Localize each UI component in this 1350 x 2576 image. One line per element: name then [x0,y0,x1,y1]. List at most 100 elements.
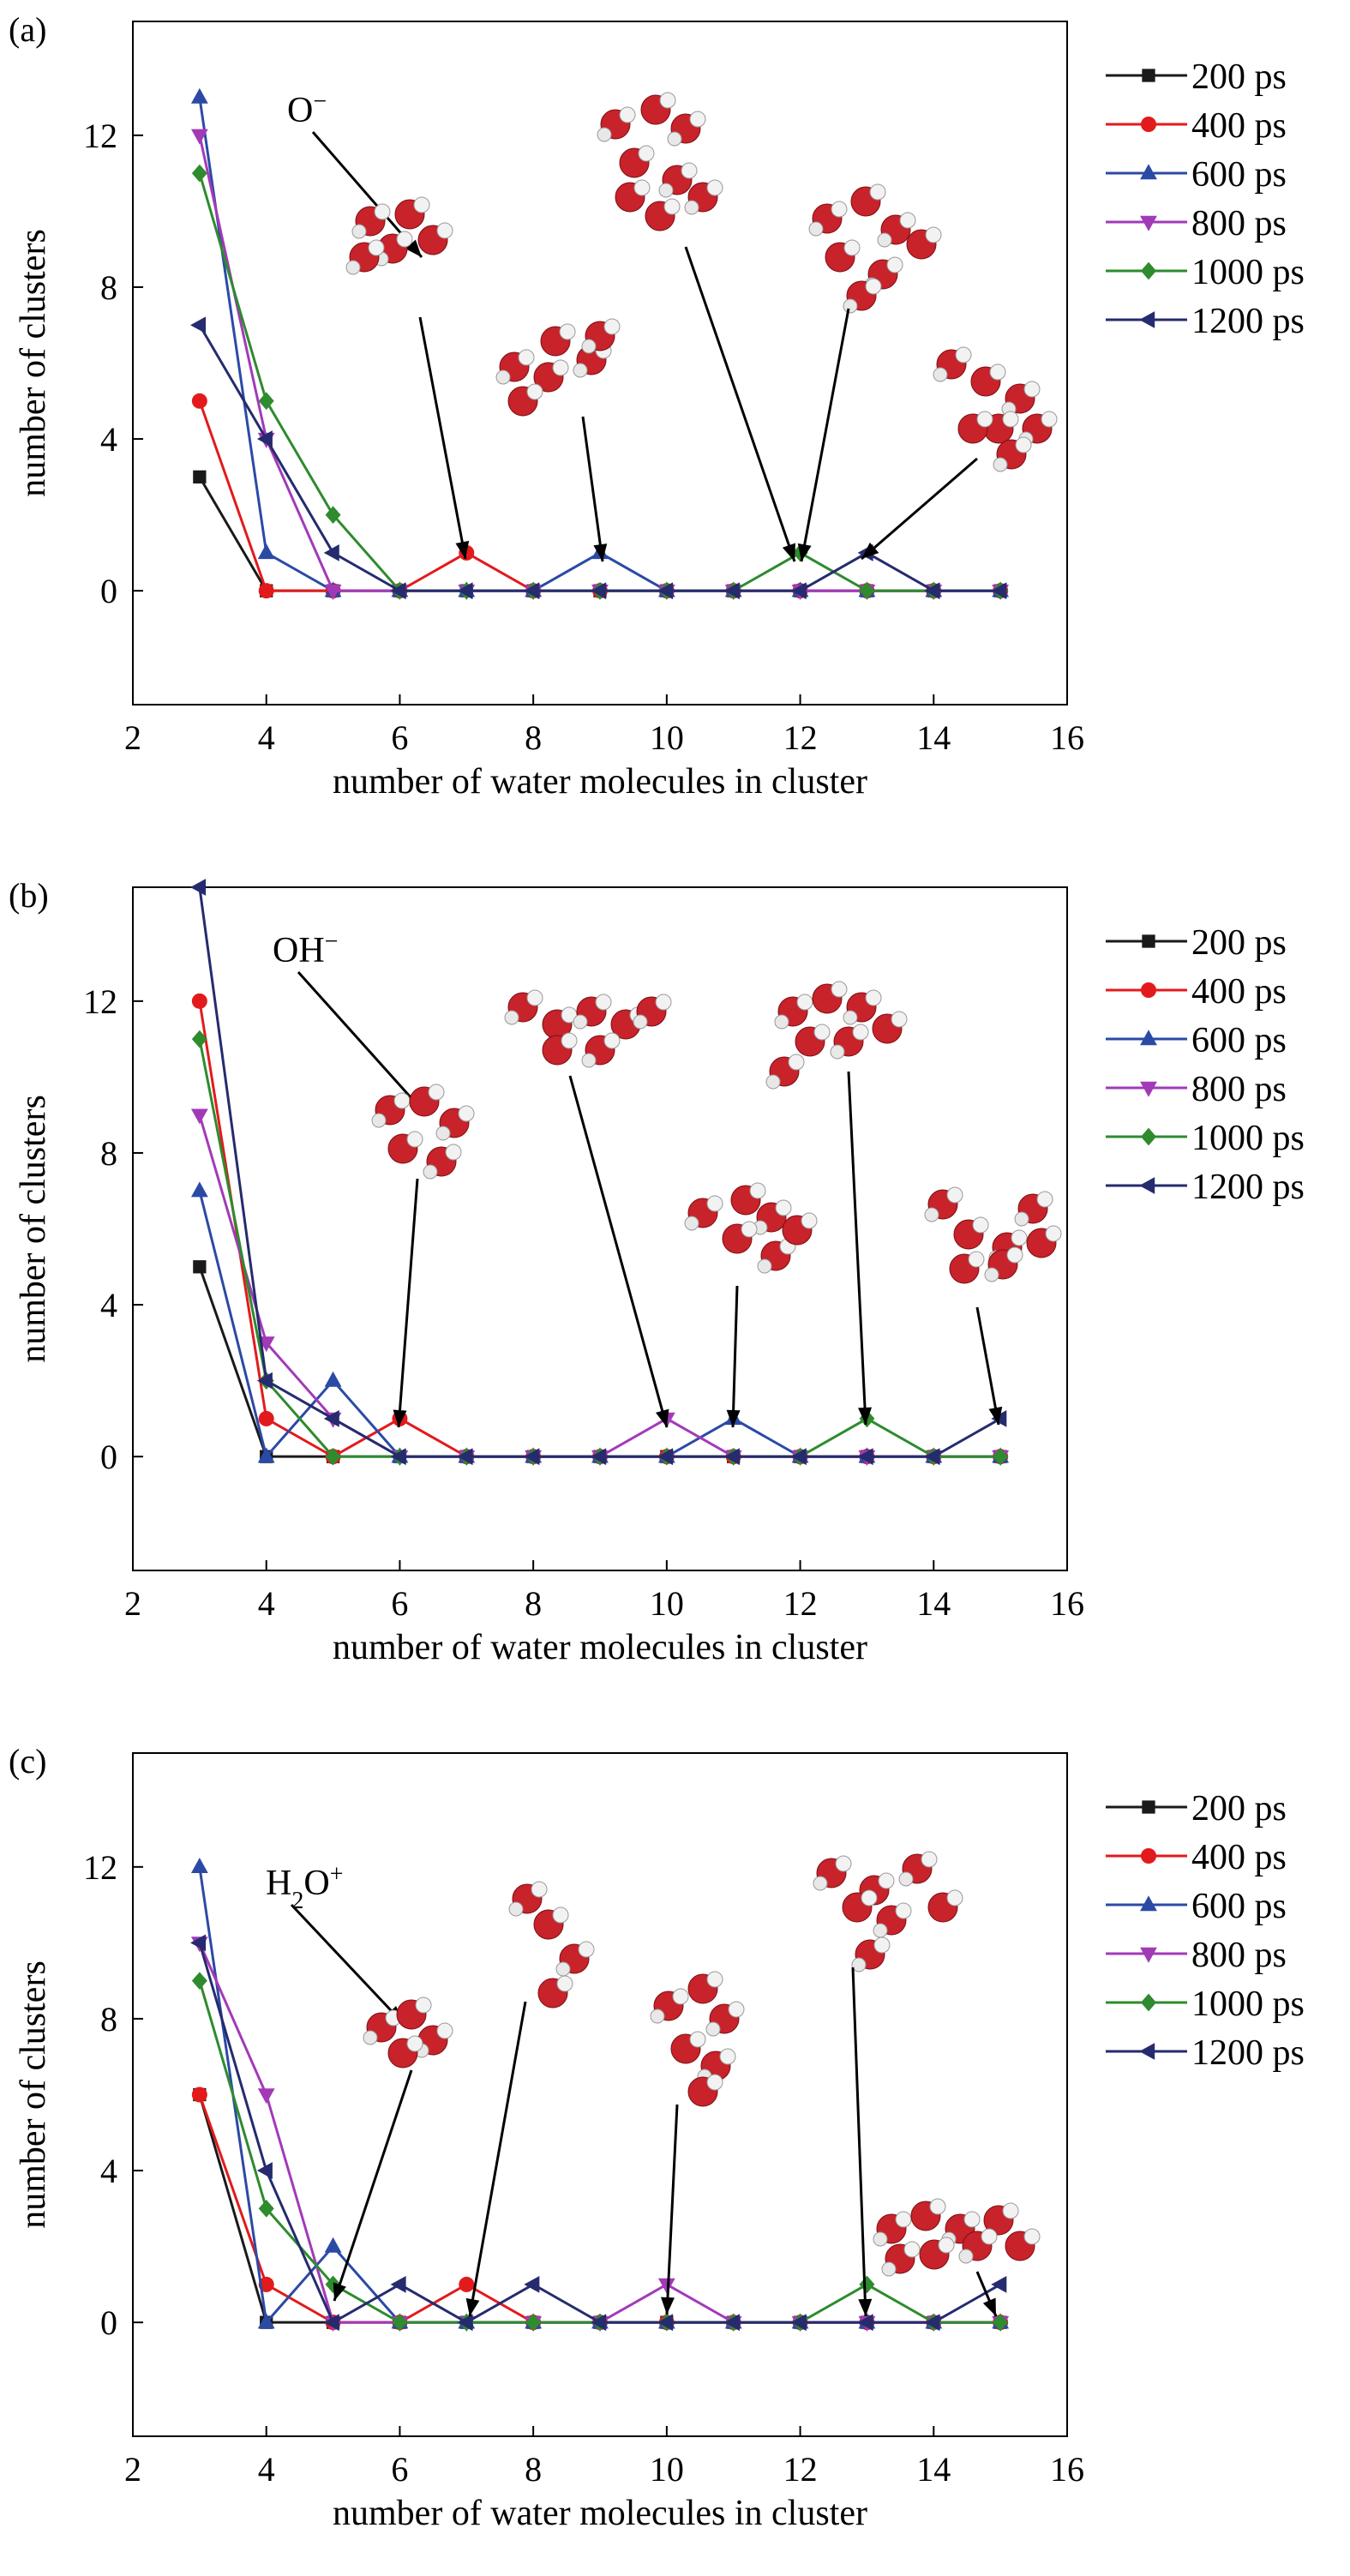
hydrogen-sphere [1014,1211,1029,1227]
hydrogen-sphere [504,1010,519,1025]
data-point [790,582,807,600]
hydrogen-sphere [831,981,848,998]
panel-b: (b) 2 4 6 8 10 12 14 16 0 4 8 12 number of water mole… [0,866,1350,1710]
x-tick-label: 16 [1050,1584,1084,1623]
annotation-arrow [684,246,796,562]
data-point [390,582,406,600]
hydrogen-sphere [895,1902,912,1919]
hydrogen-sphere [955,346,972,363]
legend-item: 1000 ps [1106,1119,1305,1158]
hydrogen-sphere [351,224,367,239]
hydrogen-sphere [925,226,942,243]
annotation-arrow [847,1071,873,1426]
data-point [457,2314,473,2332]
legend-item: 200 ps [1106,1789,1287,1828]
hydrogen-sphere [963,2211,981,2228]
hydrogen-sphere [526,383,543,400]
legend-label: 1200 ps [1191,1168,1305,1207]
legend-item: 800 ps [1106,204,1287,243]
water-cluster-image [345,196,453,275]
hydrogen-sphere [865,278,882,295]
series-line [198,1266,1001,1458]
data-point [524,1448,540,1466]
data-point [191,164,207,183]
hydrogen-sphere [655,994,672,1011]
x-tick-label: 4 [258,2450,275,2489]
water-cluster-image [363,1997,453,2069]
hydrogen-sphere [719,2048,736,2065]
hydrogen-sphere [1036,1191,1053,1208]
plot-frame [132,1752,1068,2437]
legend-marker [1141,117,1156,132]
hydrogen-sphere [638,145,655,162]
hydrogen-sphere [813,1024,831,1041]
data-point [993,1447,1009,1466]
y-tick-label: 12 [83,982,117,1021]
series-line [198,1114,1001,1458]
x-tick-label: 2 [124,2450,141,2489]
series-line [198,1980,1001,2324]
hydrogen-sphere [1041,411,1058,428]
legend-marker [1140,1081,1157,1097]
hydrogen-sphere [796,994,813,1011]
legend-item: 400 ps [1106,106,1287,146]
series-line [198,1000,1001,1458]
hydrogen-sphere [865,989,882,1006]
data-point [190,87,208,104]
legend: 200 ps 400 ps 600 ps 800 ps 1000 ps 1200 ps [1106,1789,1305,2073]
annotation-arrow [290,1903,405,2025]
series-line [198,1190,1001,1460]
water-cluster-image [508,1881,595,2009]
data-point [258,392,274,411]
panel-label: (c) [9,1742,46,1780]
legend-label: 600 ps [1191,1021,1287,1060]
hydrogen-sphere [706,1195,723,1212]
series-line [198,1942,1001,2324]
water-cluster-image [765,981,908,1090]
series-line [198,1942,1001,2325]
hydrogen-sphere [929,2198,946,2215]
data-point [390,2275,406,2293]
hydrogen-sphere [374,203,391,220]
legend-marker [1142,1800,1155,1814]
hydrogen-sphere [976,411,993,428]
x-tick-label: 10 [650,2450,684,2489]
hydrogen-sphere [689,2031,706,2048]
legend-item: 400 ps [1106,1838,1287,1877]
y-tick-label: 8 [100,268,117,307]
x-tick-label: 4 [258,1584,275,1623]
hydrogen-sphere [877,232,892,248]
legend-marker [1140,215,1157,231]
data-point [657,582,674,600]
annotation-arrow [861,457,978,561]
legend-marker [1139,1177,1155,1194]
water-cluster-image [371,1084,475,1180]
water-cluster-image [873,2198,1041,2277]
y-tick-label: 4 [100,2152,117,2190]
hydrogen-sphere [633,1014,648,1030]
data-point [256,430,273,447]
data-point [324,584,342,600]
legend-marker [1139,311,1155,328]
hydrogen-sphere [899,212,916,229]
x-tick-label: 8 [525,718,542,757]
ion-annotation-label: OH− [273,928,338,971]
ion-annotation-label: O− [287,88,327,131]
legend-label: 800 ps [1191,1070,1287,1109]
annotation-arrow [568,1075,669,1428]
hydrogen-sphere [878,1872,895,1889]
hydrogen-sphere [861,1889,878,1906]
x-axis-label: number of water molecules in cluster [333,1628,867,1667]
y-tick-label: 12 [83,117,117,155]
data-point [191,2087,207,2103]
x-tick-label: 12 [783,1584,818,1623]
hydrogen-sphere [619,106,636,123]
data-point [723,2314,740,2332]
hydrogen-sphere [968,1251,985,1268]
data-point [459,2276,475,2292]
hydrogen-sphere [831,201,848,218]
hydrogen-sphere [706,2074,723,2091]
plot-frame [132,21,1068,706]
legend-label: 1000 ps [1191,1119,1305,1158]
x-tick-label: 12 [783,718,818,757]
